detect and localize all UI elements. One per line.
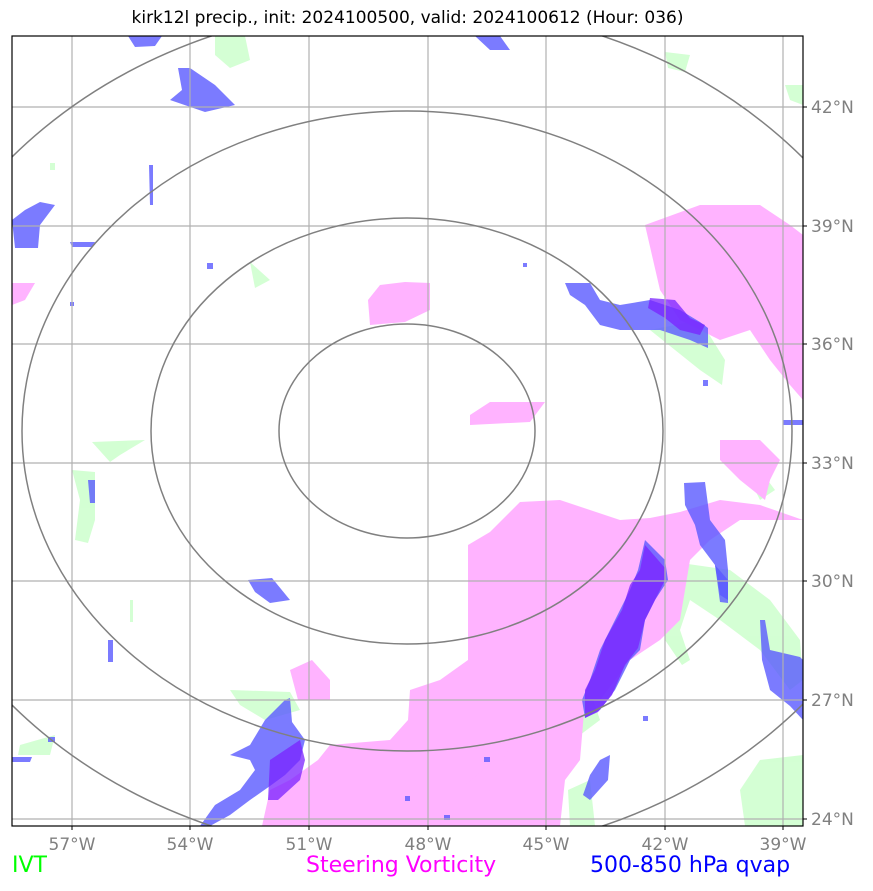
graticule: [12, 36, 803, 826]
lon-label: 42°W: [642, 835, 689, 855]
lon-label: 48°W: [405, 835, 452, 855]
legend-qvap: 500-850 hPa qvap: [590, 853, 791, 878]
lon-label: 45°W: [523, 835, 570, 855]
tick-marks: [71, 106, 807, 830]
legend-ivt: IVT: [12, 853, 47, 878]
lat-label: 42°N: [811, 98, 854, 118]
lon-labels: 57°W 54°W 51°W 48°W 45°W 42°W 39°W: [49, 835, 807, 855]
plot-background: [12, 36, 803, 826]
lon-label: 51°W: [286, 835, 333, 855]
lat-label: 24°N: [811, 810, 854, 830]
lon-label: 39°W: [760, 835, 807, 855]
plot-frame: [11, 35, 804, 827]
map-title: kirk12l precip., init: 2024100500, valid…: [131, 8, 684, 28]
lat-label: 39°N: [811, 217, 854, 237]
lat-label: 27°N: [811, 691, 854, 711]
lat-label: 30°N: [811, 572, 854, 592]
lat-label: 36°N: [811, 335, 854, 355]
lat-labels: 42°N 39°N 36°N 33°N 30°N 27°N 24°N: [811, 98, 854, 830]
overlap-layer: [268, 298, 705, 800]
legend-vorticity: Steering Vorticity: [306, 853, 497, 878]
vorticity-layer: [12, 205, 803, 826]
lon-label: 57°W: [49, 835, 96, 855]
lat-label: 33°N: [811, 454, 854, 474]
lon-label: 54°W: [167, 835, 214, 855]
range-rings: [12, 36, 803, 826]
